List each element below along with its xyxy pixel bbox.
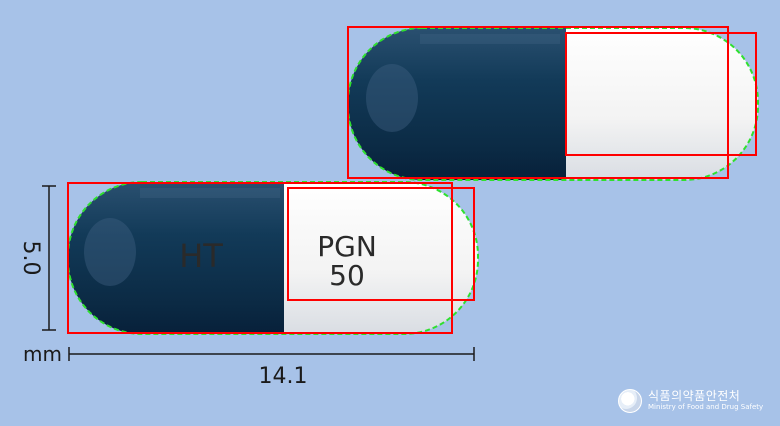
- height-label: 5.0: [18, 241, 43, 276]
- logo-korean-name: 식품의약품안전처: [648, 389, 741, 403]
- capsule-front-view: HT PGN 50: [67, 181, 479, 335]
- ministry-logo: 식품의약품안전처 Ministry of Food and Drug Safet…: [618, 386, 768, 416]
- detection-box: [565, 32, 757, 156]
- logo-english-name: Ministry of Food and Drug Safety: [648, 403, 764, 411]
- detection-box: [347, 26, 729, 179]
- capsule-back-view: [347, 26, 759, 181]
- imprint-left-text: HT: [179, 237, 223, 275]
- emblem-icon: [618, 389, 642, 413]
- imprint-right-line2: 50: [329, 259, 365, 292]
- imprint-right-line1: PGN: [317, 230, 377, 263]
- length-dimension: 14.1: [68, 347, 475, 389]
- detection-box: [287, 187, 475, 301]
- unit-label: mm: [23, 342, 62, 366]
- height-dimension: 5.0: [18, 185, 56, 331]
- detection-box: [67, 182, 453, 334]
- length-label: 14.1: [259, 364, 308, 389]
